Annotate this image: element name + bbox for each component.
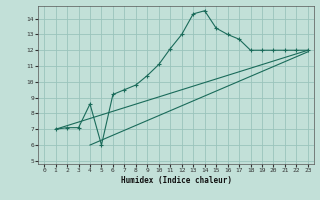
X-axis label: Humidex (Indice chaleur): Humidex (Indice chaleur) [121, 176, 231, 185]
